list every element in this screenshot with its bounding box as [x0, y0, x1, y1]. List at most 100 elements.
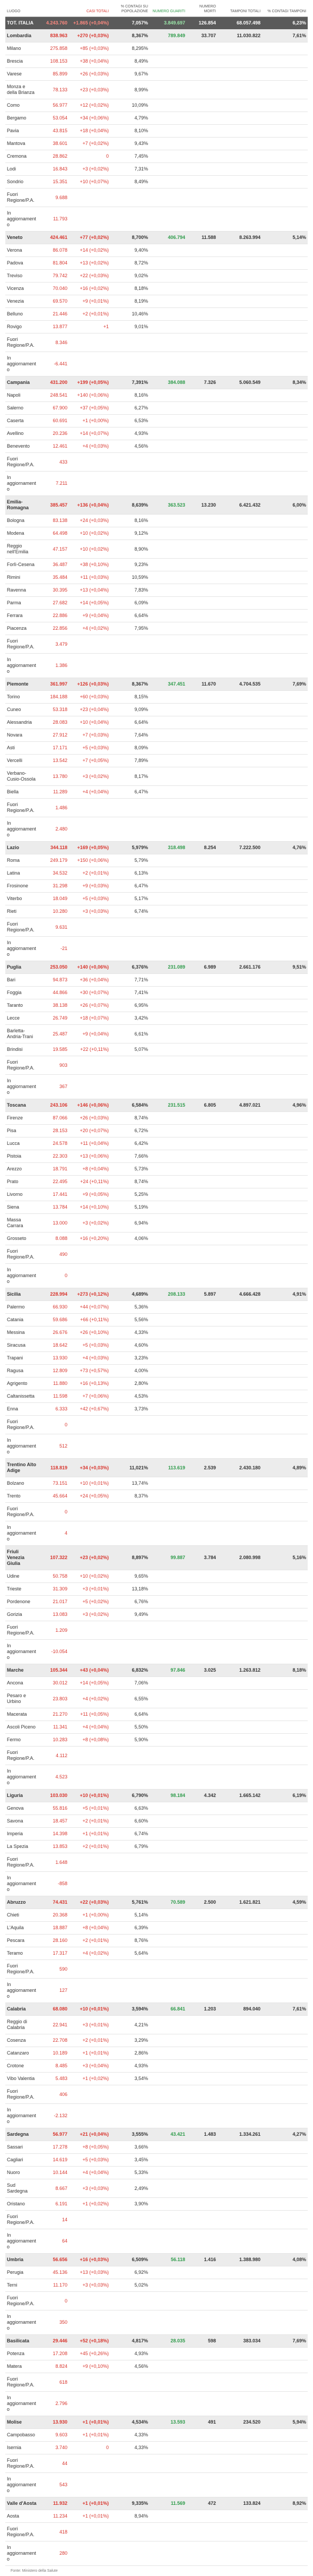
cell-pct: 6,74% — [110, 1827, 150, 1841]
cell-name: Fuori Regione/P.A. — [5, 2085, 38, 2104]
cell-name: In aggiornamento — [5, 1434, 38, 1459]
cell-morti — [187, 973, 218, 987]
cell-pct: 3,23% — [110, 1351, 150, 1365]
cell-pct-t — [262, 1639, 308, 1664]
cell-casi: 64 — [38, 2229, 69, 2254]
cell-tamponi — [218, 1676, 263, 1690]
cell-name: Bari — [5, 973, 38, 987]
province-row: Fuori Regione/P.A. 0 — [5, 1415, 308, 1434]
province-row: In aggiornamento 367 — [5, 1074, 308, 1099]
cell-pct-t — [262, 1815, 308, 1828]
cell-morti: 8.254 — [187, 841, 218, 854]
cell-pct: 4,33% — [110, 1326, 150, 1339]
cell-pct: 9,09% — [110, 703, 150, 716]
cell-name: Napoli — [5, 389, 38, 402]
cell-pct — [110, 2291, 150, 2310]
cell-guariti — [150, 320, 187, 333]
province-row: Udine 50.758 +10 (+0,02%) 9,65% — [5, 1570, 308, 1583]
cell-tamponi — [218, 2310, 263, 2335]
cell-pct: 9,40% — [110, 244, 150, 257]
cell-name: Latina — [5, 867, 38, 880]
cell-morti — [187, 690, 218, 704]
cell-guariti — [150, 1213, 187, 1233]
cell-guariti — [150, 1827, 187, 1841]
cell-morti: 126.854 — [187, 16, 218, 30]
cell-casi: 367 — [38, 1074, 69, 1099]
cell-casi: 2.480 — [38, 817, 69, 842]
cell-morti — [187, 1595, 218, 1608]
cell-name: Lodi — [5, 162, 38, 176]
cell-morti — [187, 2441, 218, 2454]
cell-delta: +169 (+0,05%) — [69, 841, 111, 854]
cell-tamponi — [218, 2229, 263, 2254]
cell-casi: 21.017 — [38, 1595, 69, 1608]
province-row: Matera 8.824 +9 (+0,10%) 4,56% — [5, 2360, 308, 2373]
cell-pct-t — [262, 1339, 308, 1352]
cell-pct-t — [262, 584, 308, 597]
cell-name: Fuori Regione/P.A. — [5, 635, 38, 654]
cell-delta: +3 (+0,02%) — [69, 1213, 111, 1233]
cell-pct-t — [262, 2179, 308, 2198]
cell-delta: +7 (+0,02%) — [69, 137, 111, 150]
cell-name: Crotone — [5, 2059, 38, 2073]
cell-delta: +38 (+0,04%) — [69, 55, 111, 68]
cell-name: Ragusa — [5, 1364, 38, 1377]
cell-delta: +5 (+0,03%) — [69, 1339, 111, 1352]
cell-casi: 10.189 — [38, 2047, 69, 2060]
cell-casi: 20.368 — [38, 1909, 69, 1922]
cell-casi: 6.333 — [38, 1402, 69, 1416]
province-row: Sondrio 15.351 +10 (+0,07%) 8,49% — [5, 175, 308, 189]
cell-name: Ancona — [5, 1676, 38, 1690]
cell-guariti — [150, 1676, 187, 1690]
cell-delta: +3 (+0,02%) — [69, 767, 111, 786]
cell-casi: 22.856 — [38, 622, 69, 635]
cell-pct-t: 4,96% — [262, 1099, 308, 1112]
cell-pct: 5,36% — [110, 1300, 150, 1314]
cell-name: Pordenone — [5, 1595, 38, 1608]
cell-pct: 4,689% — [110, 1288, 150, 1301]
cell-name: Siena — [5, 1201, 38, 1214]
cell-pct-t — [262, 2072, 308, 2085]
cell-guariti — [150, 596, 187, 610]
cell-morti — [187, 2360, 218, 2373]
cell-morti — [187, 867, 218, 880]
cell-guariti — [150, 1364, 187, 1377]
cell-casi: 22.708 — [38, 2034, 69, 2047]
cell-pct-t — [262, 1871, 308, 1896]
cell-pct — [110, 918, 150, 937]
cell-guariti — [150, 2541, 187, 2566]
cell-casi: 17.441 — [38, 1188, 69, 1201]
cell-delta — [69, 1056, 111, 1075]
cell-pct: 5,17% — [110, 892, 150, 905]
cell-pct: 8,17% — [110, 767, 150, 786]
cell-pct: 8,99% — [110, 80, 150, 99]
cell-pct: 6,376% — [110, 961, 150, 974]
cell-tamponi — [218, 1639, 263, 1664]
cell-casi: 38.601 — [38, 137, 69, 150]
cell-tamponi — [218, 2034, 263, 2047]
cell-delta: +5 (+0,03%) — [69, 892, 111, 905]
cell-delta: +10 (+0,01%) — [69, 1789, 111, 1802]
cell-tamponi — [218, 124, 263, 138]
cell-tamponi — [218, 1746, 263, 1765]
cell-guariti: 406.794 — [150, 231, 187, 244]
cell-pct-t — [262, 1213, 308, 1233]
cell-casi: 74.431 — [38, 1896, 69, 1909]
cell-pct: 4,93% — [110, 2059, 150, 2073]
cell-morti — [187, 2310, 218, 2335]
cell-delta: +45 (+0,26%) — [69, 2347, 111, 2360]
cell-delta: +1 (+0,01%) — [69, 2497, 111, 2510]
cell-tamponi — [218, 2197, 263, 2211]
cell-pct-t — [262, 741, 308, 755]
cell-guariti — [150, 2059, 187, 2073]
cell-guariti — [150, 2229, 187, 2254]
cell-delta — [69, 1765, 111, 1790]
cell-guariti — [150, 1024, 187, 1043]
cell-guariti: 318.498 — [150, 841, 187, 854]
cell-pct: 5,25% — [110, 1188, 150, 1201]
cell-pct: 13,18% — [110, 1582, 150, 1596]
cell-casi: 15.351 — [38, 175, 69, 189]
cell-pct: 4,33% — [110, 2441, 150, 2454]
cell-morti — [187, 1415, 218, 1434]
cell-casi: 11.234 — [38, 2510, 69, 2523]
